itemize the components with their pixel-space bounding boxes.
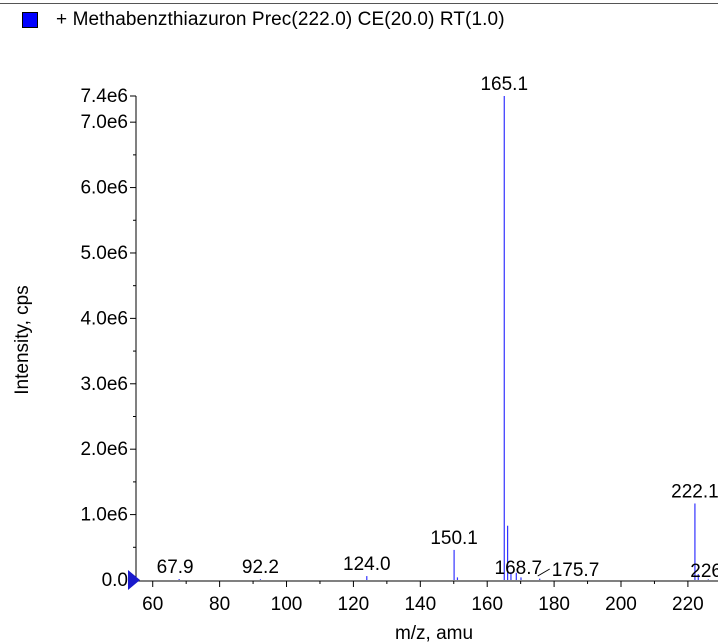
x-tick-label: 120 xyxy=(338,594,370,615)
x-tick-label: 160 xyxy=(471,594,503,615)
axes xyxy=(135,96,718,582)
y-axis-title: Intensity, cps xyxy=(12,285,33,394)
peak-label: 165.1 xyxy=(480,74,528,95)
x-tick-label: 60 xyxy=(142,594,163,615)
label-leader xyxy=(537,568,550,577)
peak-label: 226.1 xyxy=(690,561,718,582)
x-tick-label: 140 xyxy=(404,594,436,615)
y-tick-label: 3.0e6 xyxy=(80,374,128,395)
peak-label: 222.1 xyxy=(671,481,718,502)
peak-labels: 67.9 92.2 124.0 150.1 165.1 168.7 175.7 222.1 22… xyxy=(157,74,718,582)
x-axis-title: m/z, amu xyxy=(395,623,473,642)
y-tick-label: 6.0e6 xyxy=(80,178,128,199)
x-tick-label: 180 xyxy=(538,594,570,615)
peak-label: 150.1 xyxy=(430,528,478,549)
x-tick-label: 100 xyxy=(271,594,303,615)
legend-text: + Methabenzthiazuron Prec(222.0) CE(20.0… xyxy=(56,9,505,30)
y-tick-label: 0.0 xyxy=(102,570,128,591)
y-tick-label: 2.0e6 xyxy=(80,439,128,460)
axis-marker[interactable] xyxy=(128,570,140,590)
legend-swatch xyxy=(22,12,38,28)
ticks: 0.0 1.0e6 2.0e6 3.0e6 4.0e6 5.0e6 6.0e6 7.0e6 7.… xyxy=(80,86,703,615)
y-tick-label: 4.0e6 xyxy=(80,308,128,329)
peaks xyxy=(178,96,709,580)
y-tick-label: 1.0e6 xyxy=(80,505,128,526)
peak-label: 168.7 xyxy=(495,558,543,579)
y-tick-label: 7.4e6 xyxy=(80,86,128,107)
x-tick-label: 200 xyxy=(605,594,637,615)
peak-label: 124.0 xyxy=(343,554,391,575)
legend: + Methabenzthiazuron Prec(222.0) CE(20.0… xyxy=(22,8,505,32)
y-tick-label: 7.0e6 xyxy=(80,112,128,133)
peak-label: 67.9 xyxy=(157,557,194,578)
x-tick-label: 80 xyxy=(209,594,230,615)
peak-label: 175.7 xyxy=(552,560,600,581)
x-tick-label: 220 xyxy=(672,594,704,615)
peak-label: 92.2 xyxy=(242,557,279,578)
y-tick-label: 5.0e6 xyxy=(80,243,128,264)
top-border xyxy=(0,3,718,4)
